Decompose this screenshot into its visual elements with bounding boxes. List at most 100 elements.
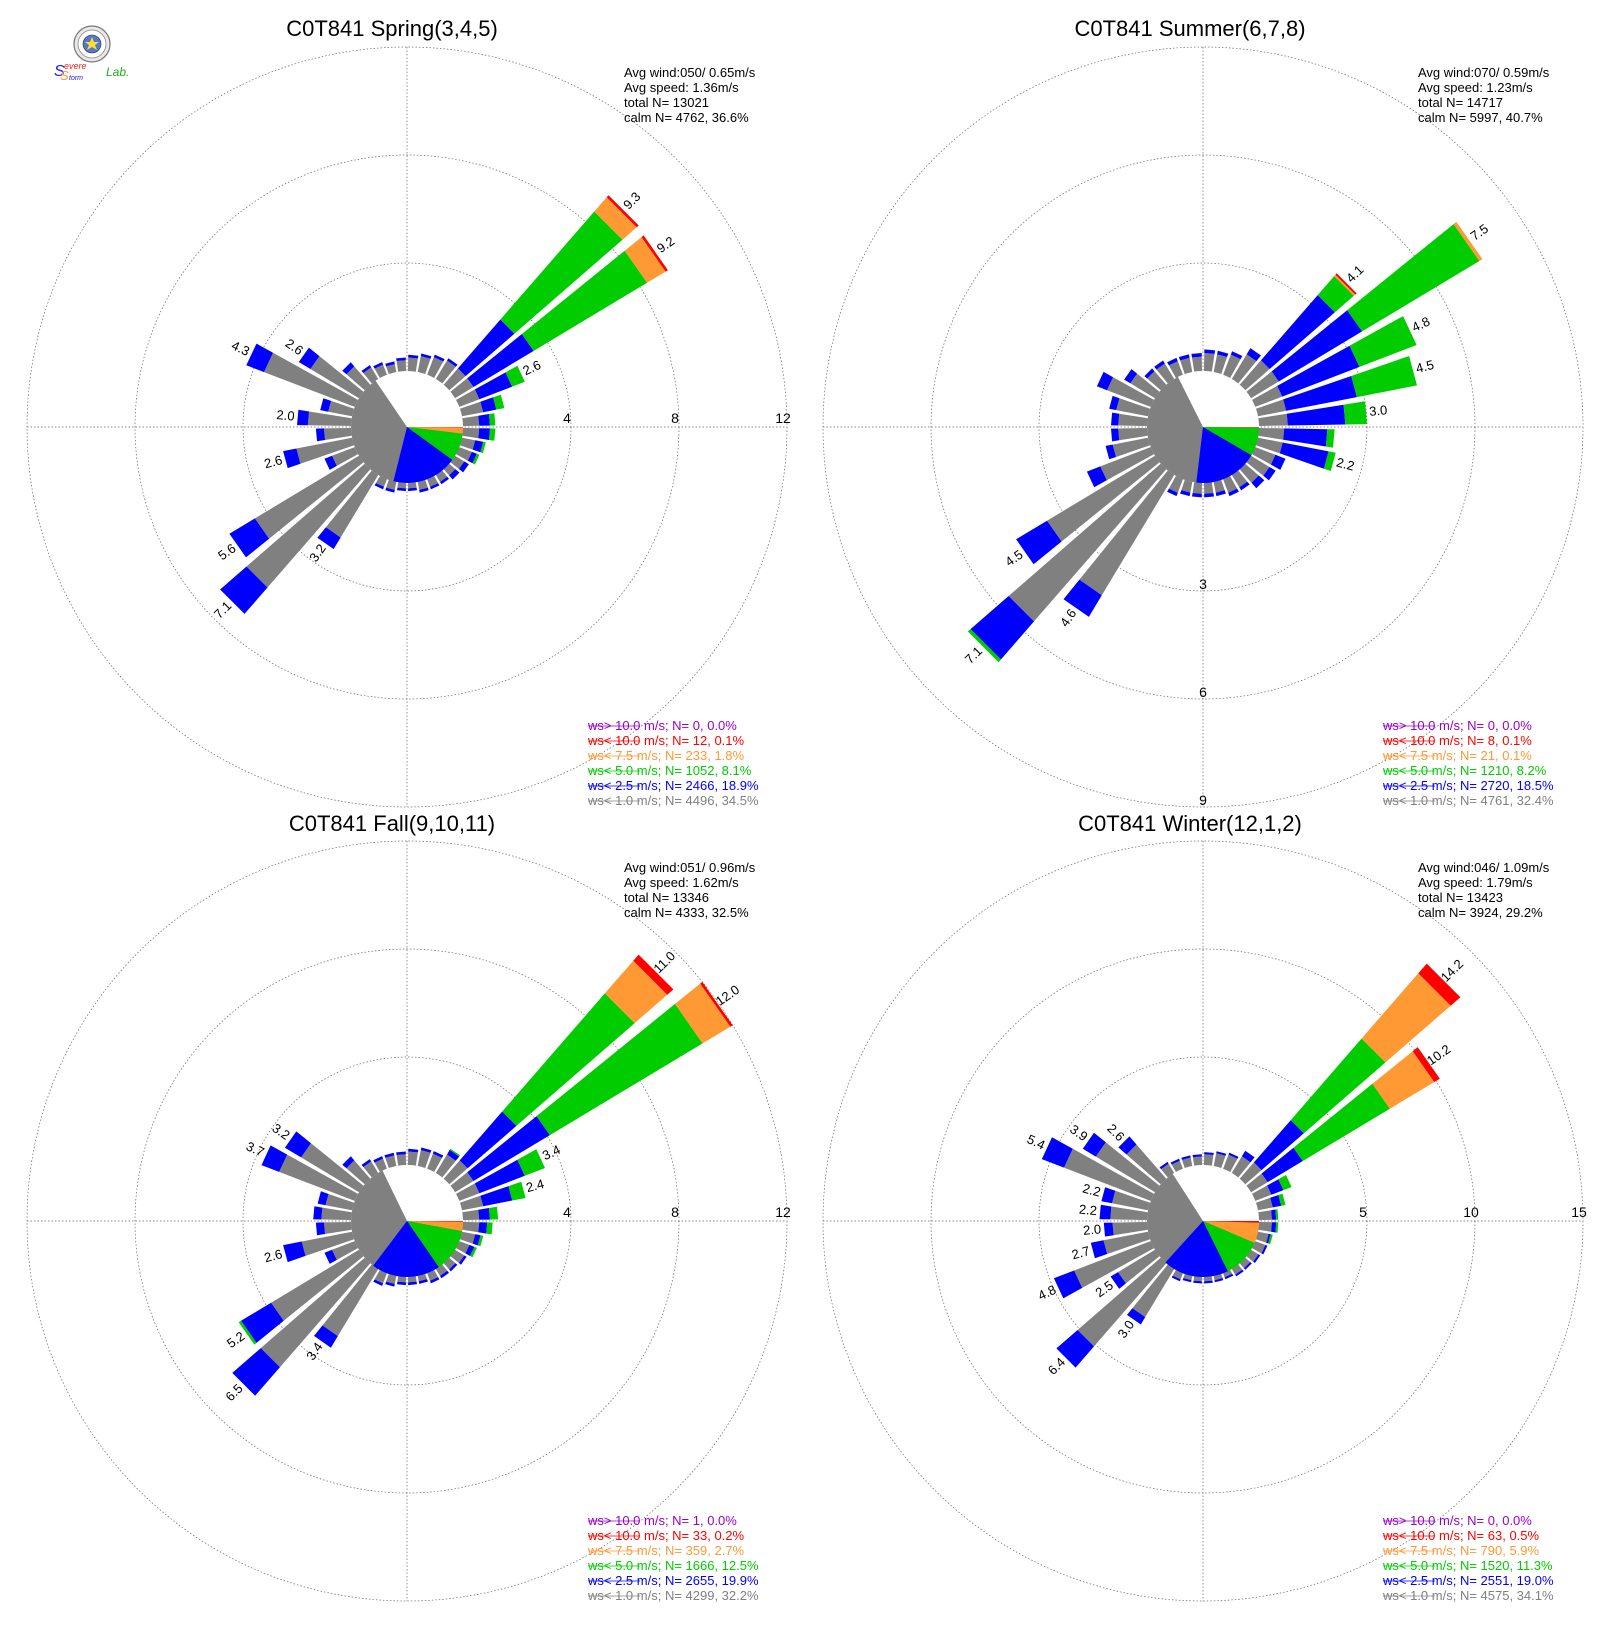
stats-line: total N= 14717	[1418, 95, 1503, 110]
calm-pie-wedge	[407, 427, 463, 434]
bar-segment	[1204, 1152, 1214, 1155]
bar-segment	[449, 1263, 458, 1272]
bar-value-label: 2.4	[524, 1176, 545, 1195]
bar-segment	[279, 1154, 358, 1201]
calm-pie-wedge	[393, 427, 453, 483]
bar-segment	[1278, 1193, 1286, 1206]
bar-segment	[374, 364, 387, 378]
bar-segment	[1193, 1280, 1202, 1284]
bar-segment	[472, 440, 484, 453]
bar-segment	[450, 1172, 474, 1193]
direction-bar	[1258, 1209, 1279, 1220]
bar-segment	[321, 1207, 352, 1220]
windrose-panel: 4 8 12 9.3 9.2 2.6 3.2 7.1 5.6 2.6 2.0 4.3 2.6 C0T841…	[26, 16, 791, 808]
bar-segment	[1103, 1231, 1151, 1254]
bar-segment	[1090, 1240, 1108, 1259]
panel-title: C0T841 Fall(9,10,11)	[289, 811, 495, 836]
direction-bar	[1246, 1249, 1261, 1263]
bar-segment	[489, 1206, 499, 1220]
bar-value-label: 2.0	[1082, 1221, 1101, 1238]
bar-segment	[1180, 490, 1191, 497]
stats-line: total N= 13021	[624, 95, 709, 110]
bar-segment	[1267, 1179, 1284, 1195]
bar-segment	[1101, 1187, 1116, 1204]
direction-bar	[1144, 368, 1167, 391]
stats-line: Avg wind:050/ 0.65m/s	[624, 65, 756, 80]
bar-segment	[1041, 1137, 1073, 1168]
legend-entry: ws< 5.0 m/s; N= 1666, 12.5%	[587, 1558, 759, 1573]
bar-value-label: 2.2	[1078, 1202, 1097, 1219]
direction-bar: 2.0	[276, 407, 352, 426]
direction-bar: 7.1	[962, 463, 1167, 667]
bar-segment	[363, 1161, 379, 1178]
direction-bar	[1154, 360, 1175, 384]
bar-segment	[1268, 1234, 1273, 1245]
bar-segment	[1107, 377, 1154, 407]
bar-segment	[1086, 466, 1107, 488]
bar-segment	[1223, 354, 1241, 378]
bar-segment	[1215, 490, 1226, 497]
ring-label: 6	[1199, 684, 1207, 700]
bar-segment	[1109, 395, 1120, 411]
bar-segment	[408, 1276, 417, 1283]
bar-segment	[1246, 371, 1279, 399]
direction-bar	[1223, 1270, 1234, 1280]
direction-bar: 4.8	[1252, 314, 1432, 407]
stats-line: calm N= 3924, 29.2%	[1418, 905, 1543, 920]
bar-segment	[1074, 1241, 1154, 1288]
direction-bar	[1181, 1155, 1193, 1169]
bar-segment	[430, 483, 440, 490]
direction-bar	[1204, 349, 1216, 372]
legend-entry: ws> 10.0 m/s; N= 0, 0.0%	[587, 718, 737, 733]
bar-segment	[427, 357, 444, 378]
bar-segment	[1230, 351, 1243, 360]
stats-line: calm N= 5997, 40.7%	[1418, 110, 1543, 125]
bar-segment	[315, 428, 325, 442]
direction-bar	[1159, 1161, 1175, 1178]
calm-pie-wedge	[1203, 1221, 1259, 1243]
bar-segment	[1324, 451, 1336, 471]
bar-segment	[1079, 470, 1175, 596]
bar-segment	[1224, 1273, 1234, 1280]
bar-segment	[1171, 1275, 1181, 1282]
logo-wordmark: S evere S torm Lab.	[54, 61, 129, 83]
direction-bar	[396, 1151, 406, 1166]
bar-value-label: 5.6	[215, 541, 238, 564]
direction-bar: 9.3	[443, 189, 644, 391]
stats-line: Avg speed: 1.62m/s	[624, 875, 739, 890]
bar-segment	[361, 365, 372, 373]
bar-segment	[1147, 371, 1167, 391]
calm-pie-wedge	[1196, 427, 1252, 484]
direction-bar	[456, 1241, 477, 1258]
bar-segment	[1279, 442, 1329, 469]
bar-segment	[1192, 356, 1202, 372]
bar-segment	[1064, 1148, 1154, 1201]
bar-segment	[435, 360, 456, 384]
bar-segment	[408, 487, 417, 492]
legend-entry: ws< 10.0 m/s; N= 63, 0.5%	[1382, 1528, 1540, 1543]
bar-segment	[430, 1277, 440, 1284]
bar-segment	[373, 1156, 384, 1163]
legend-entry: ws< 7.5 m/s; N= 790, 5.9%	[1382, 1543, 1540, 1558]
bar-segment	[246, 463, 371, 588]
ring-label: 4	[563, 1204, 571, 1220]
bar-segment	[1204, 482, 1214, 494]
bar-segment	[396, 360, 406, 372]
bar-segment	[459, 401, 484, 417]
bar-segment	[1251, 475, 1265, 489]
bar-value-label: 4.5	[1002, 547, 1025, 570]
bar-segment	[1246, 1249, 1259, 1262]
stats-line: Avg speed: 1.79m/s	[1418, 875, 1533, 890]
bar-segment	[325, 1194, 355, 1211]
bar-segment	[1255, 1197, 1273, 1211]
bar-value-label: 3.9	[1067, 1121, 1090, 1144]
bar-segment	[1275, 1222, 1279, 1233]
bar-segment	[397, 487, 406, 492]
direction-bar: 2.6	[456, 357, 543, 407]
polar-grid	[26, 46, 788, 808]
stats-line: calm N= 4762, 36.6%	[624, 110, 749, 125]
stats-line: Avg wind:051/ 0.96m/s	[624, 860, 756, 875]
bar-segment	[478, 1208, 490, 1220]
bar-segment	[470, 1246, 477, 1258]
bar-segment	[301, 1143, 364, 1193]
